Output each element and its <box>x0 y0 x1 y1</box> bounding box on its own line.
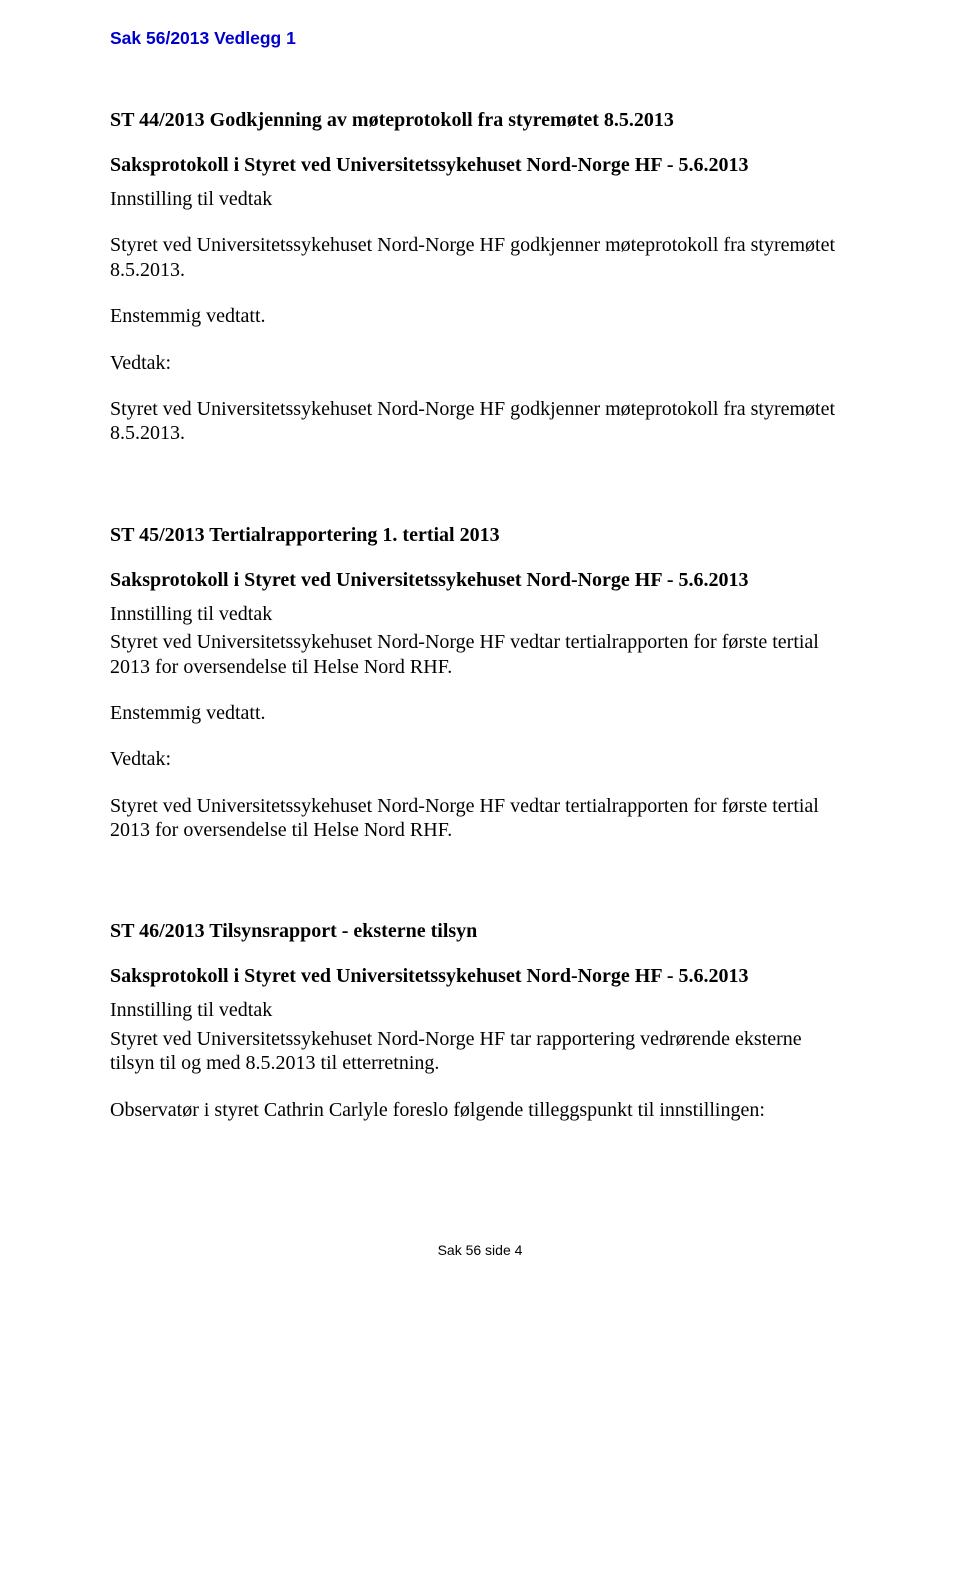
section-45-enstemmig: Enstemmig vedtatt. <box>110 701 850 725</box>
attachment-header: Sak 56/2013 Vedlegg 1 <box>110 28 850 49</box>
section-44-vedtak-text: Styret ved Universitetssykehuset Nord-No… <box>110 397 850 446</box>
section-46-saksprotokoll: Saksprotokoll i Styret ved Universitetss… <box>110 965 850 988</box>
section-44-innstilling-label: Innstilling til vedtak <box>110 187 850 211</box>
section-44-vedtak-label: Vedtak: <box>110 351 850 375</box>
section-46-observer-text: Observatør i styret Cathrin Carlyle fore… <box>110 1098 850 1122</box>
section-45-vedtak-label: Vedtak: <box>110 747 850 771</box>
section-45-innstilling-text: Styret ved Universitetssykehuset Nord-No… <box>110 630 850 679</box>
section-44-title: ST 44/2013 Godkjenning av møteprotokoll … <box>110 109 850 132</box>
section-44-innstilling-text: Styret ved Universitetssykehuset Nord-No… <box>110 233 850 282</box>
page-footer: Sak 56 side 4 <box>110 1242 850 1258</box>
section-46-innstilling-text: Styret ved Universitetssykehuset Nord-No… <box>110 1027 850 1076</box>
section-46-title: ST 46/2013 Tilsynsrapport - eksterne til… <box>110 920 850 943</box>
section-46-innstilling-label: Innstilling til vedtak <box>110 998 850 1022</box>
section-44-enstemmig: Enstemmig vedtatt. <box>110 304 850 328</box>
section-45-saksprotokoll: Saksprotokoll i Styret ved Universitetss… <box>110 569 850 592</box>
section-45-title: ST 45/2013 Tertialrapportering 1. tertia… <box>110 524 850 547</box>
section-45-vedtak-text: Styret ved Universitetssykehuset Nord-No… <box>110 794 850 843</box>
section-45-innstilling-label: Innstilling til vedtak <box>110 602 850 626</box>
section-44-saksprotokoll: Saksprotokoll i Styret ved Universitetss… <box>110 154 850 177</box>
